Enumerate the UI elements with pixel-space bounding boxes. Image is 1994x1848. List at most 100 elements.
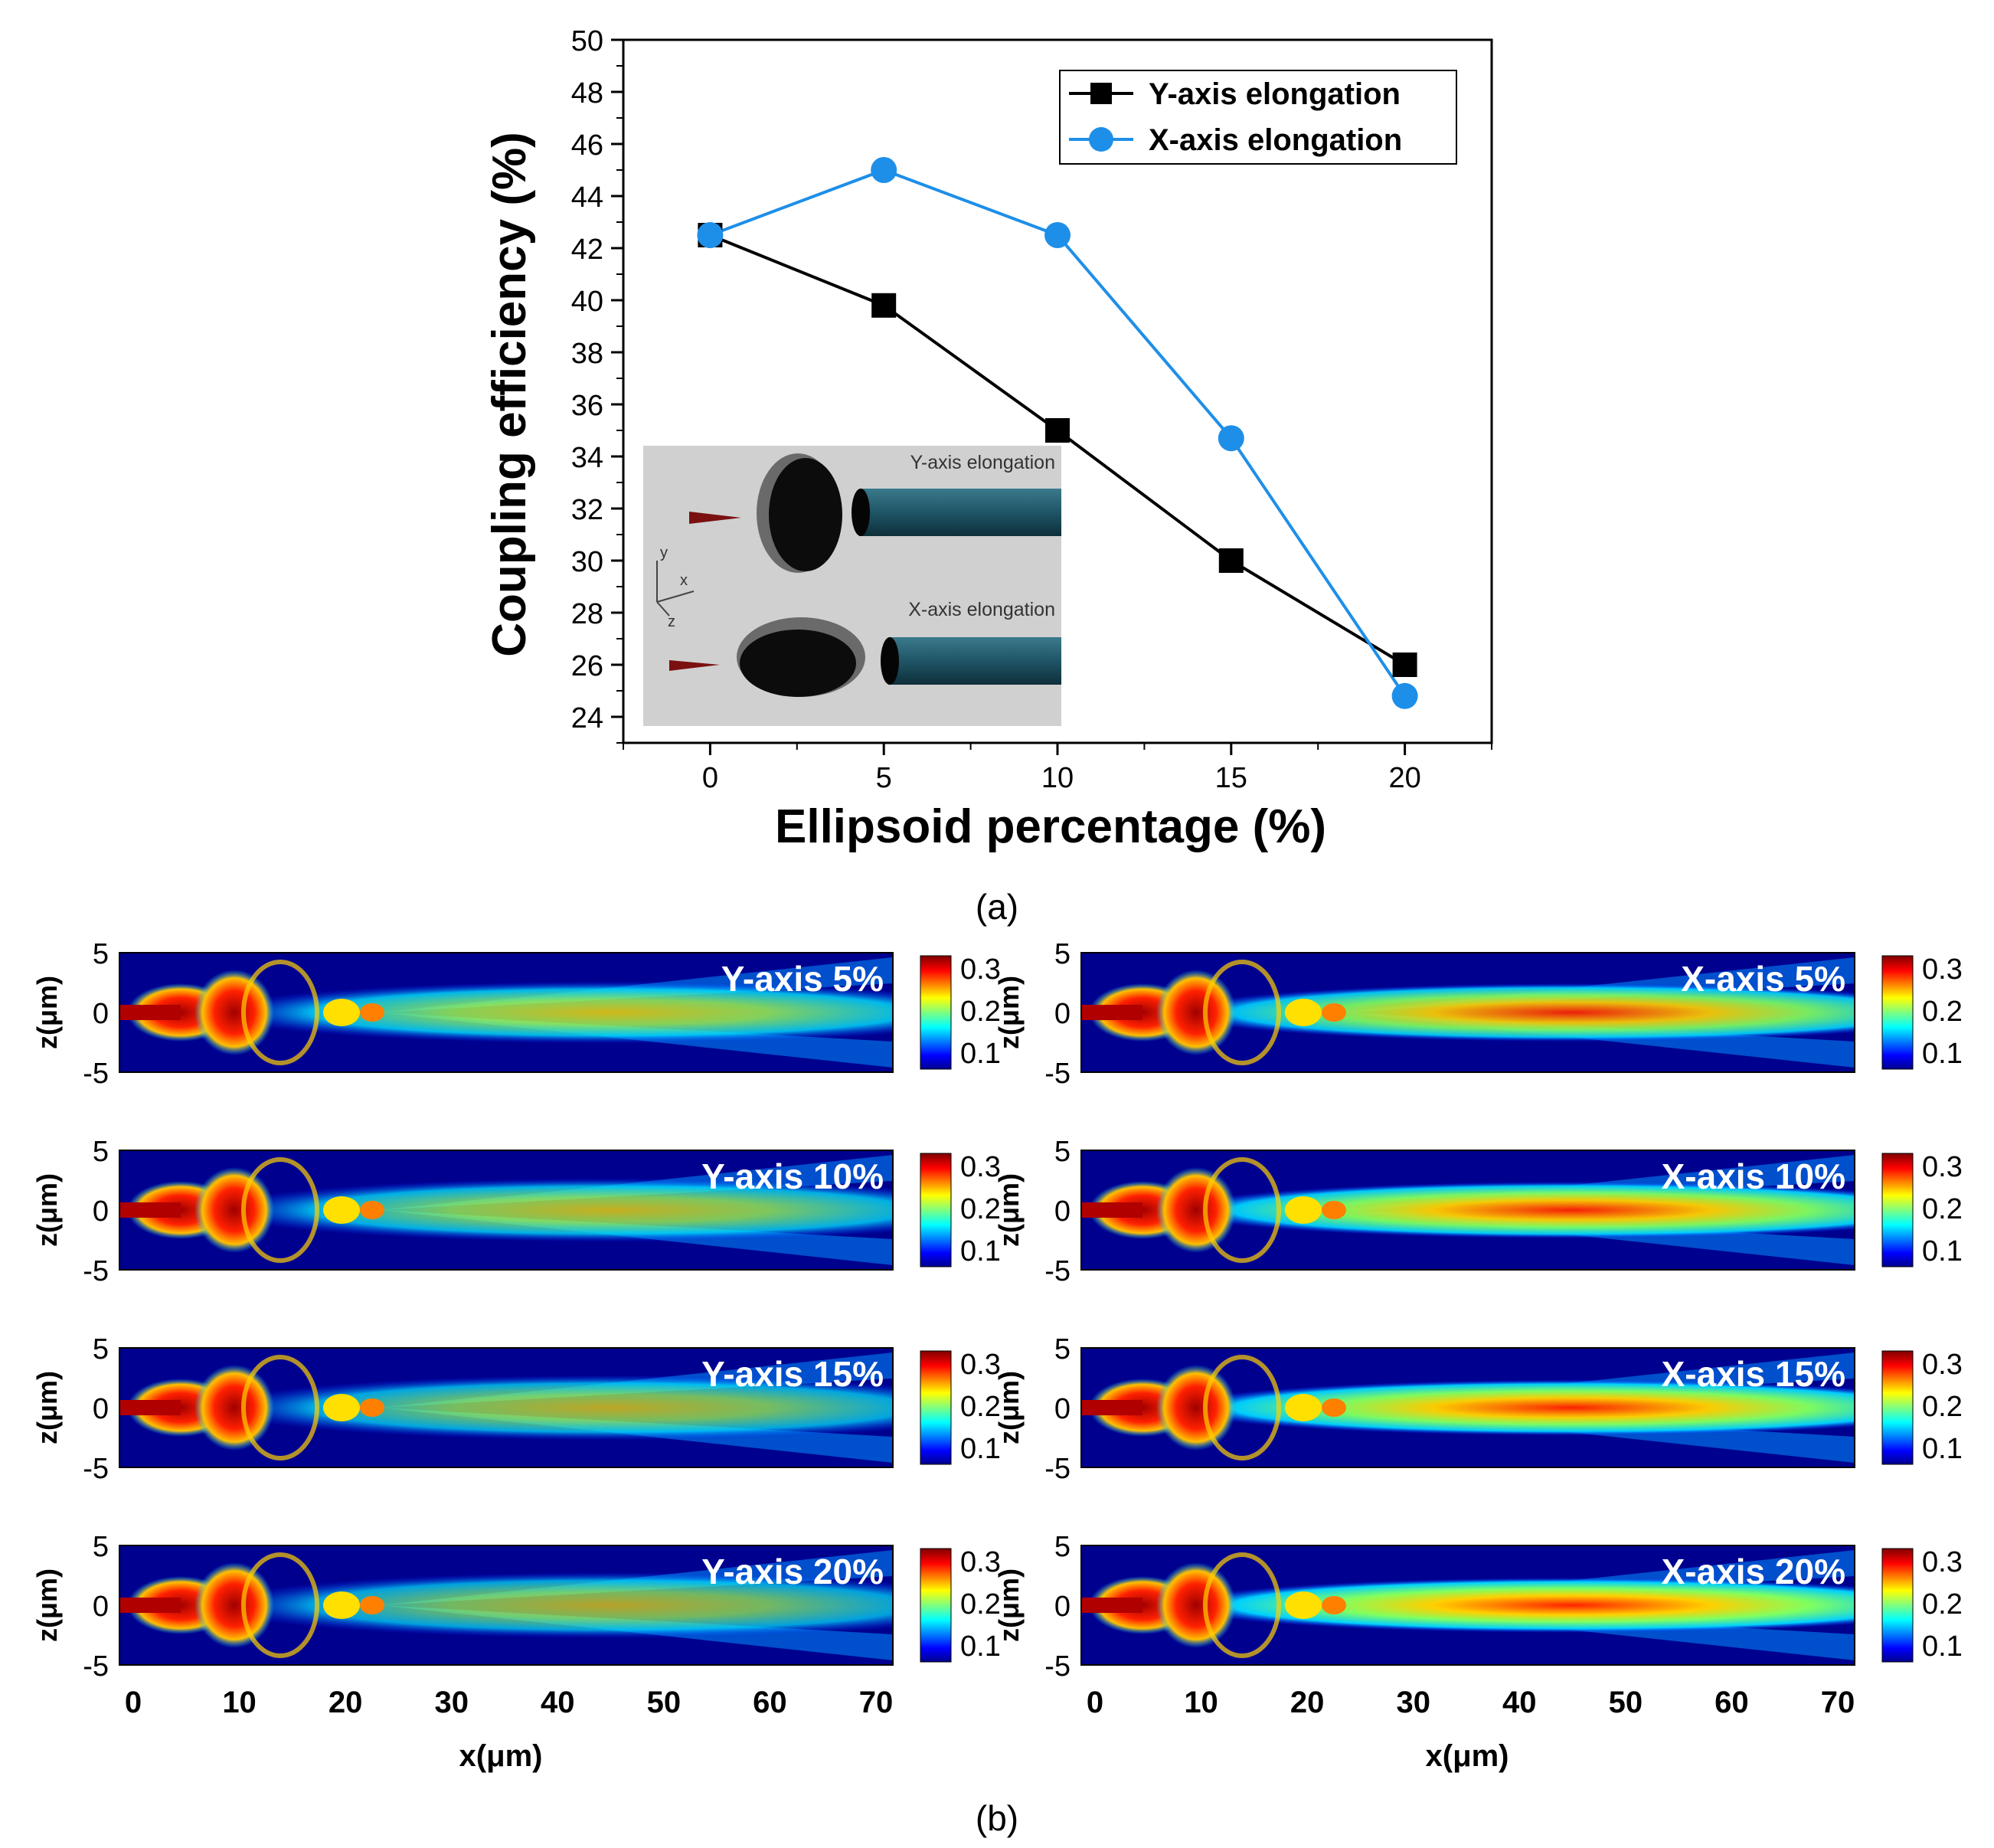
x-tick-label: 10 [1041, 762, 1074, 794]
z-tick-label: 0 [93, 1195, 109, 1228]
x-tick-label: 70 [1821, 1686, 1855, 1719]
beam-core [1173, 1379, 1855, 1436]
source-tip [119, 1202, 181, 1218]
lens-outline [241, 1552, 319, 1658]
y-tick-label: 48 [571, 77, 603, 110]
z-tick-label: -5 [1044, 1058, 1071, 1090]
z-tick-label: 0 [1054, 1591, 1071, 1623]
beam-core [1173, 983, 1855, 1042]
field-map-label: Y-axis 5% [721, 959, 884, 999]
fringe-spot [1285, 1196, 1322, 1224]
field-map-panel: Y-axis 20%50-5z(μm)0.30.20.10 10 20 30 40 50 6… [31, 1531, 1001, 1719]
colorbar [1881, 1350, 1914, 1465]
field-map-label: X-axis 5% [1681, 959, 1845, 999]
colorbar-tick-label: 0.2 [960, 1193, 1001, 1225]
fringe-spot [323, 1196, 360, 1224]
source-tip [1081, 1005, 1142, 1020]
source-tip [119, 1598, 181, 1613]
y-tick-label: 50 [571, 25, 603, 57]
legend-label-y: Y-axis elongation [1149, 77, 1401, 111]
y-tick-label: 36 [571, 390, 603, 422]
fringe-spot [1322, 1596, 1346, 1614]
z-tick-label: 5 [93, 1136, 109, 1168]
colorbar-tick-label: 0.3 [960, 1151, 1001, 1183]
legend: Y-axis elongation X-axis elongation [1059, 70, 1457, 165]
x-tick-label: 40 [1502, 1686, 1537, 1719]
z-tick-label: -5 [83, 1453, 109, 1485]
x-tick-label: 20 [329, 1686, 363, 1719]
x-tick-label: 60 [1715, 1686, 1749, 1719]
data-point-x-axis [1391, 682, 1418, 709]
z-axis-label: z(μm) [993, 1173, 1025, 1247]
colorbar-tick-label: 0.3 [960, 953, 1001, 986]
colorbar-tick-label: 0.1 [960, 1630, 1001, 1663]
data-point-x-axis [871, 157, 897, 183]
x-tick-label: 50 [647, 1686, 682, 1719]
z-axis-label: z(μm) [993, 976, 1025, 1049]
inset-schematic: Y-axis elongation y x z X-axis elongatio… [643, 446, 1061, 726]
z-tick-label: 5 [1054, 1136, 1071, 1168]
z-axis-label: z(μm) [993, 1568, 1025, 1642]
z-tick-label: 5 [1054, 1531, 1071, 1563]
z-axis-label: z(μm) [31, 1371, 63, 1444]
y-tick-label: 24 [571, 702, 603, 734]
legend-box [1059, 70, 1457, 165]
z-tick-label: 0 [93, 1591, 109, 1623]
fringe-spot [1322, 1201, 1346, 1219]
z-tick-label: 0 [1054, 1393, 1071, 1425]
lens-focus [194, 1562, 274, 1648]
colorbar-tick-label: 0.1 [960, 1433, 1001, 1465]
z-axis-label: z(μm) [31, 1173, 63, 1247]
lens-outline [1203, 1157, 1281, 1263]
colorbar [1881, 955, 1914, 1070]
x-tick-label: 40 [541, 1686, 575, 1719]
x-tick-label: 15 [1215, 762, 1247, 794]
field-frame [119, 1545, 894, 1666]
fringe-spot [1285, 1394, 1322, 1421]
x-tick-label: 30 [1396, 1686, 1430, 1719]
x-tick-label: 30 [434, 1686, 469, 1719]
legend-label-x: X-axis elongation [1149, 123, 1402, 157]
fringe-spot [360, 1596, 384, 1614]
field-map-panel: Y-axis 5% 5 0 -5 z(μm) 0.3 0.2 0.1 [31, 938, 1001, 1090]
x-tick-label: 50 [1609, 1686, 1643, 1719]
field-map-panel: X-axis 15% 5 0 -5 z(μm) 0.3 0.2 0.1 [993, 1333, 1963, 1485]
z-tick-label: 5 [93, 938, 109, 970]
beam-core [211, 981, 893, 1044]
fringe-spot [323, 1591, 360, 1619]
field-map-label: Y-axis 15% [701, 1354, 884, 1394]
field-frame [119, 1150, 894, 1271]
y-tick-label: 34 [571, 442, 603, 474]
data-point-x-axis [1218, 425, 1244, 452]
fringe-spot [360, 1398, 384, 1417]
z-tick-label: 5 [93, 1531, 109, 1563]
beam-core [211, 1375, 893, 1441]
y-axis-label: Coupling efficiency (%) [483, 132, 536, 656]
field-map-panel: X-axis 5% 5 0 -5 z(μm) 0.3 0.2 0.1 [993, 938, 1963, 1090]
colorbar-tick-label: 0.2 [960, 1588, 1001, 1621]
x-tick-label: 0 [702, 762, 718, 794]
z-tick-label: -5 [83, 1255, 109, 1287]
fiber-top [859, 489, 1061, 536]
field-map-panel: Y-axis 15% 5 0 -5 z(μm) 0.3 0.2 0.1 [31, 1333, 1001, 1485]
fringe-spot [323, 1394, 360, 1421]
colorbar [1881, 1548, 1914, 1663]
lens-outline [1203, 1552, 1281, 1658]
y-tick-label: 26 [571, 650, 603, 682]
data-point-x-axis [1044, 222, 1071, 248]
fiber-bottom [888, 637, 1061, 685]
inset-label-y: Y-axis elongation [910, 452, 1056, 473]
lens-outline [241, 1157, 319, 1263]
y-axis-ticks: 24 26 28 30 32 34 36 38 40 42 44 46 48 50 [571, 25, 623, 744]
lens-outline [1203, 960, 1281, 1065]
z-tick-label: 0 [93, 1393, 109, 1425]
source-tip [1081, 1202, 1142, 1218]
legend-marker-square [1090, 83, 1112, 104]
axis-label-y: y [660, 545, 668, 561]
colorbar-tick-label: 0.2 [1922, 1391, 1963, 1423]
data-point-y-axis [1218, 548, 1244, 573]
fringe-spot [1285, 999, 1322, 1026]
x-axis-label-right: x(μm) [1426, 1739, 1509, 1773]
beam-core [211, 1572, 893, 1638]
